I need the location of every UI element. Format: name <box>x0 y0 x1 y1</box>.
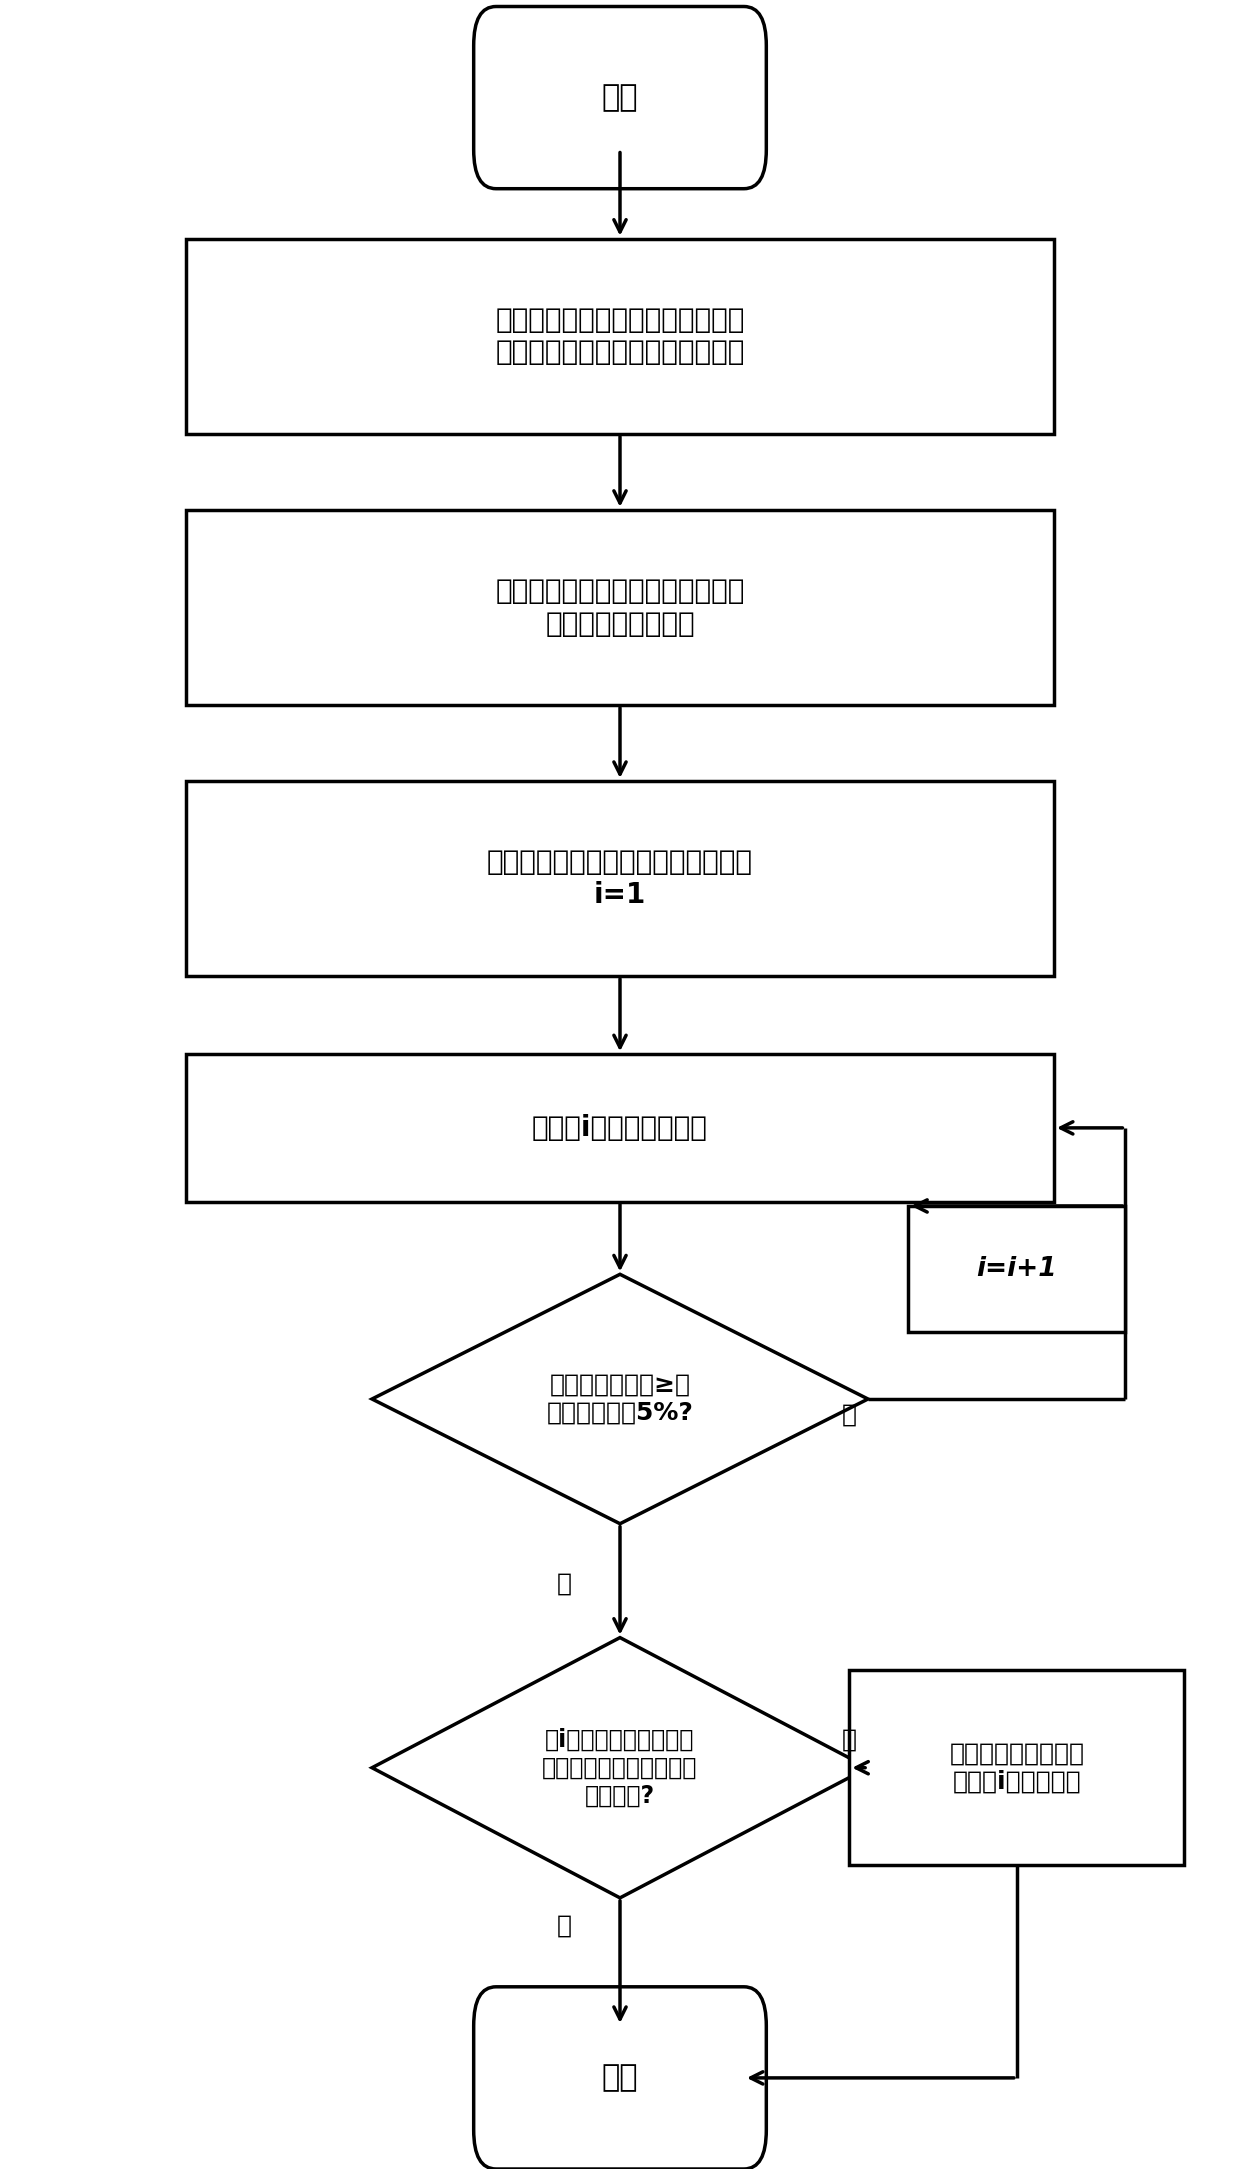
FancyBboxPatch shape <box>474 7 766 189</box>
Text: 杆塔风偏设计风速设
置为第i日最大风速: 杆塔风偏设计风速设 置为第i日最大风速 <box>950 1742 1084 1794</box>
Text: 开始: 开始 <box>601 82 639 113</box>
Text: 否: 否 <box>842 1401 857 1427</box>
Bar <box>908 1206 1126 1332</box>
Text: 结束: 结束 <box>601 2063 639 2093</box>
Text: 是: 是 <box>557 1570 572 1596</box>
Text: i=i+1: i=i+1 <box>976 1256 1058 1282</box>
Text: 是: 是 <box>842 1727 857 1753</box>
Bar <box>186 510 1054 705</box>
Text: 第i日最大风速是否大于
现行规定的输电杆塔风偏
设计风速?: 第i日最大风速是否大于 现行规定的输电杆塔风偏 设计风速? <box>542 1729 698 1807</box>
Text: 累加第i日雷电地闪次数: 累加第i日雷电地闪次数 <box>532 1115 708 1141</box>
FancyBboxPatch shape <box>474 1987 766 2169</box>
Text: 累加雷电地闪数≥总
雷电地闪数的5%?: 累加雷电地闪数≥总 雷电地闪数的5%? <box>547 1373 693 1425</box>
Text: 去掉无雷电地闪日，计算每个有雷
电地闪日的最大风速: 去掉无雷电地闪日，计算每个有雷 电地闪日的最大风速 <box>495 577 745 638</box>
Text: 从雷电定位系统和气象台站选取目
标地域的历史雷电数据和风速数据: 从雷电定位系统和气象台站选取目 标地域的历史雷电数据和风速数据 <box>495 306 745 367</box>
Bar <box>186 1054 1054 1202</box>
Bar <box>186 239 1054 434</box>
Text: 否: 否 <box>557 1913 572 1939</box>
Bar <box>849 1670 1184 1865</box>
Text: 将日最大风速从大到小作降序排序，
i=1: 将日最大风速从大到小作降序排序， i=1 <box>487 848 753 909</box>
Polygon shape <box>372 1638 868 1898</box>
Bar <box>186 781 1054 976</box>
Polygon shape <box>372 1275 868 1525</box>
